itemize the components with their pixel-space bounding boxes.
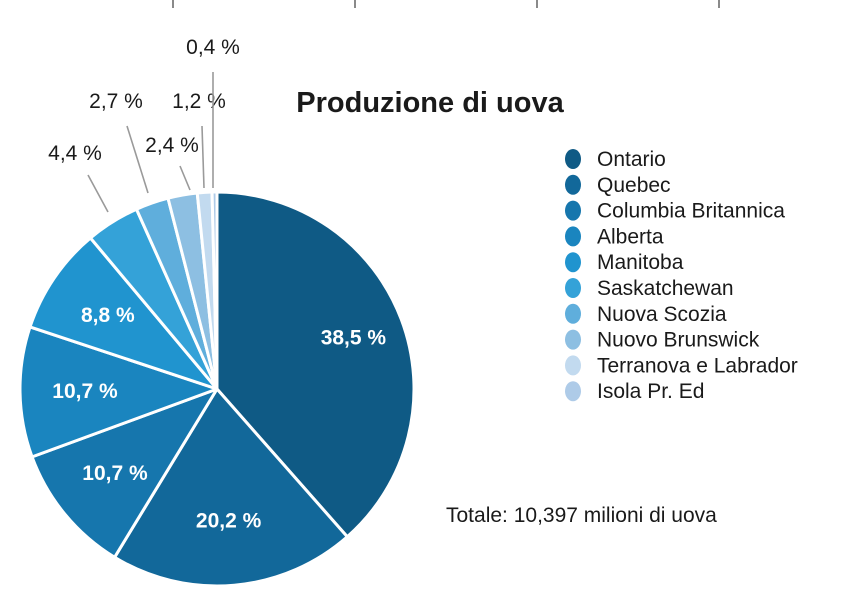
slice-value-label: 2,4 % <box>145 134 199 157</box>
legend-marker <box>565 200 581 221</box>
legend-label: Columbia Britannica <box>597 200 785 223</box>
legend-marker <box>565 329 581 350</box>
legend-label: Quebec <box>597 174 671 197</box>
slice-value-label: 10,7 % <box>52 380 118 403</box>
pie-slice-columbia-britannica <box>30 387 219 559</box>
legend-label: Nuovo Brunswick <box>597 329 760 352</box>
legend-marker <box>565 149 581 169</box>
legend-label: Saskatchewan <box>597 277 734 300</box>
leader-line <box>87 174 109 213</box>
legend-marker <box>565 278 581 298</box>
slice-value-label: 8,8 % <box>81 304 135 327</box>
slice-labels: 38,5 % 20,2 % 10,7 % 10,7 % 8,8 % 4,4 % 2,7 %2… <box>48 36 386 533</box>
legend-label: Manitoba <box>597 251 684 274</box>
legend-label: Terranova e Labrador <box>597 354 798 377</box>
leader-line <box>179 165 191 191</box>
legend-marker <box>565 174 581 195</box>
total-note: Totale: 10,397 milioni di uova <box>446 504 717 527</box>
legend-label: Nuova Scozia <box>597 303 727 326</box>
chart-title: Produzione di uova <box>296 87 564 119</box>
legend-marker <box>565 226 581 247</box>
pie-slice-ontario <box>215 190 416 539</box>
legend-marker <box>565 381 581 402</box>
legend-label: Ontario <box>597 148 666 171</box>
slice-value-label: 38,5 % <box>321 327 387 350</box>
slice-value-label: 20,2 % <box>196 510 262 533</box>
slice-value-label: 2,7 % <box>89 90 143 113</box>
legend-marker <box>565 303 581 324</box>
leader-line <box>201 125 205 189</box>
legend-label: Isola Pr. Ed <box>597 380 704 403</box>
pie-slice-isola-pr-ed <box>210 190 219 391</box>
legend-label: Alberta <box>597 225 664 248</box>
slice-value-label: 10,7 % <box>82 462 148 485</box>
legend-marker <box>565 252 581 273</box>
leader-line <box>126 125 149 194</box>
slice-value-label: 0,4 % <box>186 36 240 59</box>
pie-slices <box>18 190 416 588</box>
pie-slice-manitoba <box>28 236 219 391</box>
slice-value-label: 4,4 % <box>48 142 102 165</box>
pie-slice-quebec <box>113 387 349 588</box>
pie-slice-alberta <box>18 325 219 459</box>
top-axis-ticks <box>172 0 720 8</box>
legend-marker <box>565 355 581 376</box>
slice-value-label: 1,2 % <box>172 90 226 113</box>
